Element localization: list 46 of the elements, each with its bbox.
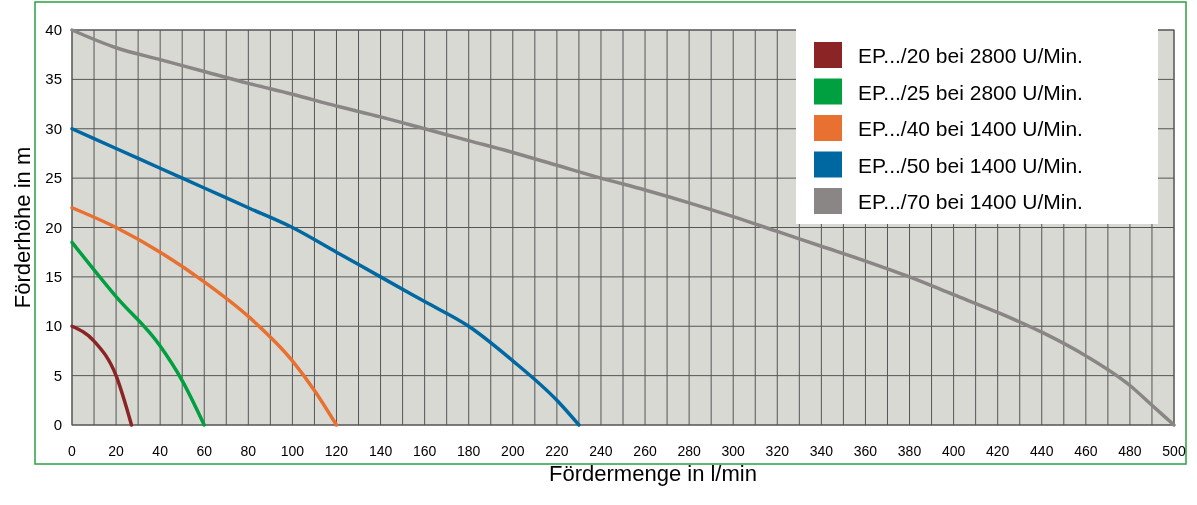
x-tick-label: 120 [324,443,349,459]
line-series [70,28,1176,427]
x-tick-label: 240 [589,443,613,459]
x-tick-label: 220 [545,443,569,459]
x-tick-label: 260 [633,443,657,459]
x-tick-label: 160 [412,443,437,459]
x-tick-label: 320 [765,443,790,459]
x-tick-label: 440 [1030,443,1054,459]
x-tick-label: 340 [809,443,834,459]
y-tick-label: 5 [53,366,62,384]
x-axis-title: Fördermenge in l/min [549,461,757,486]
x-tick-label: 80 [240,443,257,459]
x-tick-label: 180 [457,443,481,459]
y-tick-label: 15 [45,267,62,285]
x-tick-label: 360 [853,443,878,459]
y-tick-label: 10 [45,317,62,335]
x-tick-label: 140 [368,443,393,459]
legend-label: EP.../20 bei 2800 U/Min. [858,44,1083,67]
legend-label: EP.../40 bei 1400 U/Min. [858,117,1083,140]
y-tick-label: 30 [45,119,62,137]
y-tick-label: 35 [45,70,62,88]
x-tick-label: 100 [280,443,305,459]
line-series [70,206,339,427]
x-tick-label: 60 [196,443,213,459]
legend-label: EP.../50 bei 1400 U/Min. [858,153,1083,177]
x-tick-label: 200 [501,443,525,459]
x-tick-label: 420 [986,443,1010,459]
y-axis-title: Förderhöhe in m [10,146,35,309]
x-tick-label: 40 [152,443,169,459]
x-tick-label: 0 [68,443,77,459]
x-tick-label: 280 [677,443,702,459]
line-series [70,324,134,427]
legend-label: EP.../25 bei 2800 U/Min. [858,80,1083,104]
y-tick-label: 0 [53,416,62,433]
y-tick-label: 40 [45,21,62,38]
x-tick-label: 20 [108,443,125,459]
y-tick-label: 25 [45,169,62,187]
line-series [70,127,581,427]
legend-label: EP.../70 bei 1400 U/Min. [858,190,1083,213]
x-tick-label: 480 [1118,443,1142,459]
x-tick-label: 300 [721,443,746,459]
x-tick-label: 380 [897,443,922,459]
x-tick-label: 460 [1074,443,1098,459]
x-tick-label: 400 [941,443,966,459]
y-tick-label: 20 [45,218,62,236]
line-series [70,240,206,427]
